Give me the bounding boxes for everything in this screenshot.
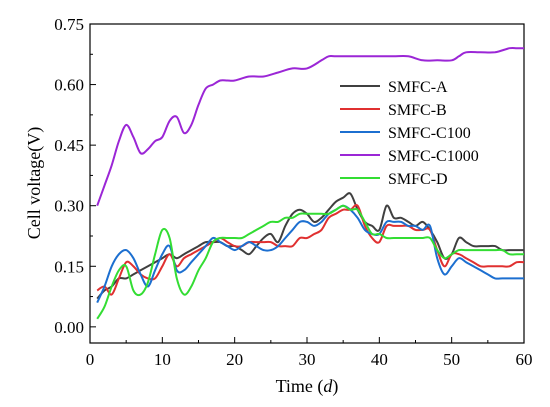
y-tick-label: 0.15	[54, 257, 84, 276]
x-tick-label: 20	[226, 350, 243, 369]
series-line-2	[96, 204, 524, 304]
y-axis-title: Cell voltage(V)	[24, 127, 45, 239]
legend-label: SMFC-B	[388, 102, 447, 119]
x-axis-unit: d	[323, 376, 333, 396]
y-tick-label: 0.45	[54, 136, 84, 155]
series-line-0	[96, 192, 524, 300]
y-tick-label: 0.75	[54, 15, 84, 34]
x-tick-label: 10	[154, 350, 171, 369]
y-tick-label: 0.60	[54, 76, 84, 95]
legend-label: SMFC-C100	[388, 125, 471, 142]
series-line-4	[96, 204, 524, 320]
x-axis-ticks: 0 10 20 30 40 50 60	[86, 337, 533, 369]
legend: SMFC-A SMFC-B SMFC-C100 SMFC-C1000 SMFC-D	[340, 79, 479, 188]
x-axis-title: Time (d)	[276, 376, 339, 397]
x-tick-label: 40	[371, 350, 388, 369]
x-tick-label: 60	[516, 350, 533, 369]
x-tick-label: 50	[443, 350, 460, 369]
legend-label: SMFC-C1000	[388, 148, 479, 165]
y-tick-label: 0.00	[54, 318, 84, 337]
y-tick-label: 0.30	[54, 197, 84, 216]
y-axis-ticks: 0.00 0.15 0.30 0.45 0.60 0.75	[54, 15, 96, 337]
x-tick-label: 0	[86, 350, 95, 369]
series-lines	[96, 46, 525, 320]
legend-label: SMFC-A	[388, 79, 448, 96]
x-tick-label: 30	[299, 350, 316, 369]
plot-frame	[89, 23, 525, 344]
series-line-3	[96, 46, 524, 207]
legend-label: SMFC-D	[388, 171, 448, 188]
x-axis-label: Time	[276, 376, 313, 396]
